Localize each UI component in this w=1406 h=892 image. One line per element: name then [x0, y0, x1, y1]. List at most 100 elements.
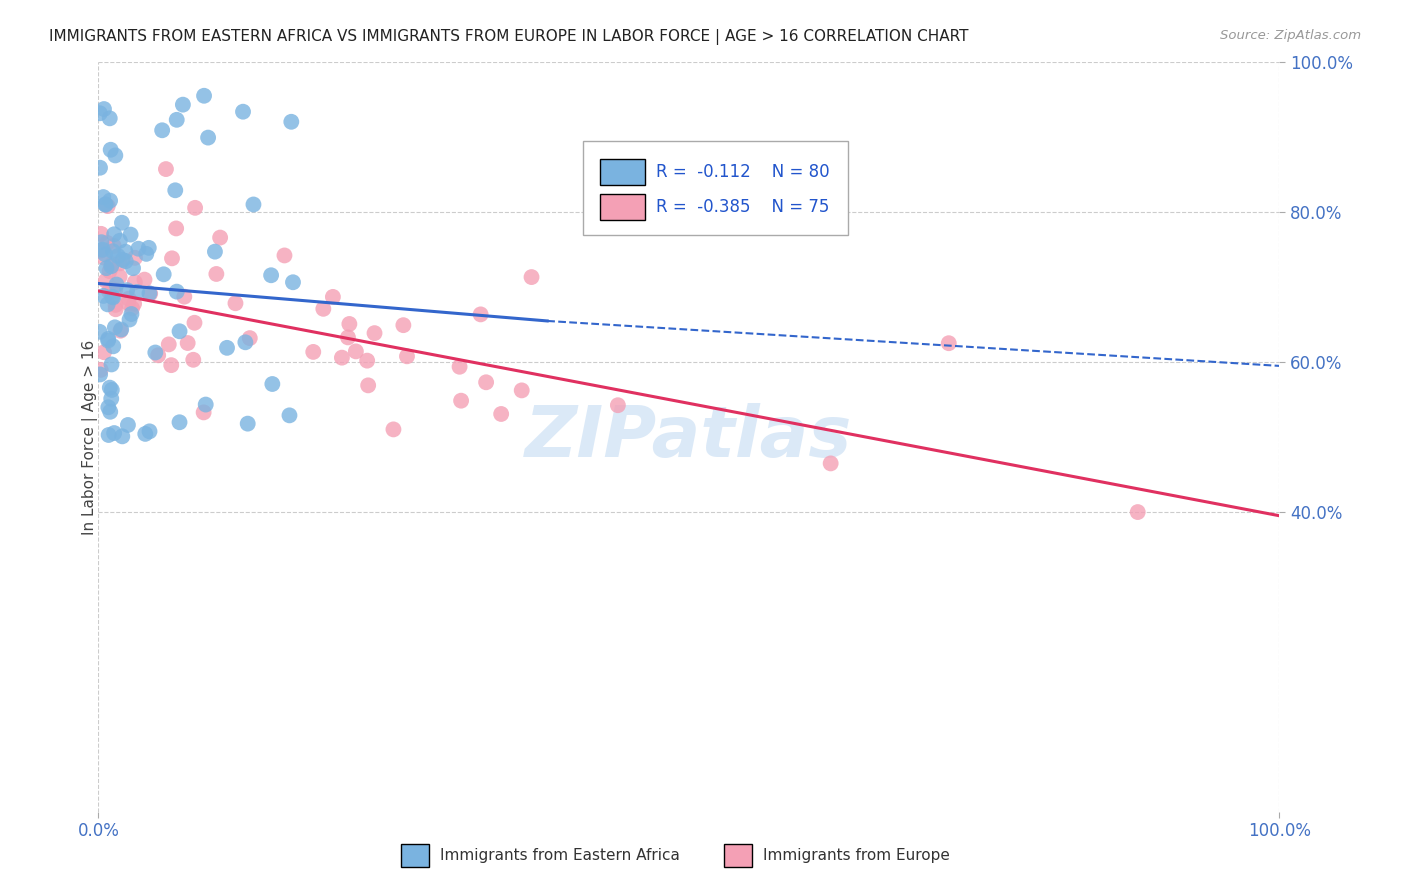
- Point: [150, 123, 173, 137]
- Point: [97, 401, 120, 415]
- Point: [169, 415, 191, 429]
- Text: Immigrants from Europe: Immigrants from Europe: [763, 848, 950, 863]
- Text: IMMIGRANTS FROM EASTERN AFRICA VS IMMIGRANTS FROM EUROPE IN LABOR FORCE | AGE > : IMMIGRANTS FROM EASTERN AFRICA VS IMMIGR…: [49, 29, 969, 45]
- Point: [157, 337, 180, 351]
- Point: [108, 234, 131, 248]
- Text: Immigrants from Eastern Africa: Immigrants from Eastern Africa: [440, 848, 681, 863]
- Point: [110, 322, 132, 336]
- Point: [138, 286, 160, 301]
- Point: [96, 261, 118, 276]
- Point: [97, 334, 120, 348]
- Point: [114, 244, 136, 259]
- Point: [278, 409, 301, 423]
- Point: [94, 197, 117, 211]
- Point: [139, 286, 162, 301]
- Point: [262, 376, 284, 391]
- Point: [94, 274, 117, 288]
- Point: [173, 290, 195, 304]
- Point: [122, 261, 145, 276]
- Y-axis label: In Labor Force | Age > 16: In Labor Force | Age > 16: [82, 340, 98, 534]
- Point: [101, 257, 124, 271]
- Point: [134, 426, 156, 441]
- Point: [232, 104, 254, 119]
- Point: [215, 341, 238, 355]
- Point: [165, 221, 187, 235]
- Point: [98, 285, 121, 299]
- Point: [90, 227, 112, 241]
- Point: [312, 301, 335, 316]
- Point: [91, 243, 114, 257]
- Point: [117, 296, 139, 310]
- Point: [260, 268, 283, 283]
- Point: [101, 290, 124, 304]
- Point: [94, 197, 117, 211]
- FancyBboxPatch shape: [582, 141, 848, 235]
- Point: [155, 162, 177, 177]
- Text: R =  -0.112    N = 80: R = -0.112 N = 80: [655, 163, 830, 181]
- Point: [166, 285, 188, 299]
- Point: [93, 289, 115, 303]
- Point: [510, 384, 533, 398]
- Point: [100, 143, 122, 157]
- Point: [344, 344, 367, 359]
- Point: [356, 353, 378, 368]
- Point: [172, 97, 194, 112]
- Point: [100, 358, 122, 372]
- Point: [143, 345, 166, 359]
- Point: [138, 425, 160, 439]
- Point: [165, 183, 187, 197]
- Point: [98, 194, 121, 208]
- Point: [89, 244, 111, 258]
- Point: [108, 269, 131, 284]
- Point: [450, 393, 472, 408]
- Point: [89, 161, 111, 175]
- Point: [101, 282, 124, 296]
- Point: [1126, 505, 1149, 519]
- Point: [330, 351, 353, 365]
- Point: [111, 429, 134, 443]
- Point: [101, 244, 124, 259]
- Point: [363, 326, 385, 340]
- Point: [193, 88, 215, 103]
- Point: [94, 247, 117, 261]
- Point: [160, 252, 183, 266]
- FancyBboxPatch shape: [600, 159, 645, 185]
- Point: [124, 275, 146, 289]
- Point: [93, 345, 115, 359]
- Point: [93, 102, 115, 116]
- Point: [184, 201, 207, 215]
- Point: [97, 332, 120, 346]
- Point: [96, 235, 118, 250]
- Point: [101, 290, 124, 304]
- Point: [89, 368, 111, 382]
- Point: [121, 301, 143, 316]
- Point: [166, 112, 188, 127]
- Point: [111, 252, 134, 267]
- Point: [135, 247, 157, 261]
- Point: [90, 235, 112, 250]
- Point: [120, 227, 142, 242]
- Point: [281, 275, 304, 289]
- Point: [176, 336, 198, 351]
- Text: R =  -0.385    N = 75: R = -0.385 N = 75: [655, 198, 830, 216]
- Point: [336, 330, 359, 344]
- Point: [89, 325, 111, 339]
- Point: [239, 331, 262, 345]
- Point: [160, 358, 183, 372]
- Point: [91, 190, 114, 204]
- Point: [197, 130, 219, 145]
- Point: [475, 376, 498, 390]
- Point: [449, 359, 471, 374]
- Point: [148, 348, 170, 362]
- Point: [205, 267, 228, 281]
- Point: [169, 324, 191, 338]
- Text: Source: ZipAtlas.com: Source: ZipAtlas.com: [1220, 29, 1361, 42]
- Point: [90, 363, 112, 377]
- Point: [98, 112, 121, 126]
- Point: [115, 283, 138, 297]
- Point: [100, 392, 122, 406]
- Point: [392, 318, 415, 333]
- Point: [382, 422, 405, 436]
- Point: [93, 251, 115, 265]
- Point: [118, 292, 141, 306]
